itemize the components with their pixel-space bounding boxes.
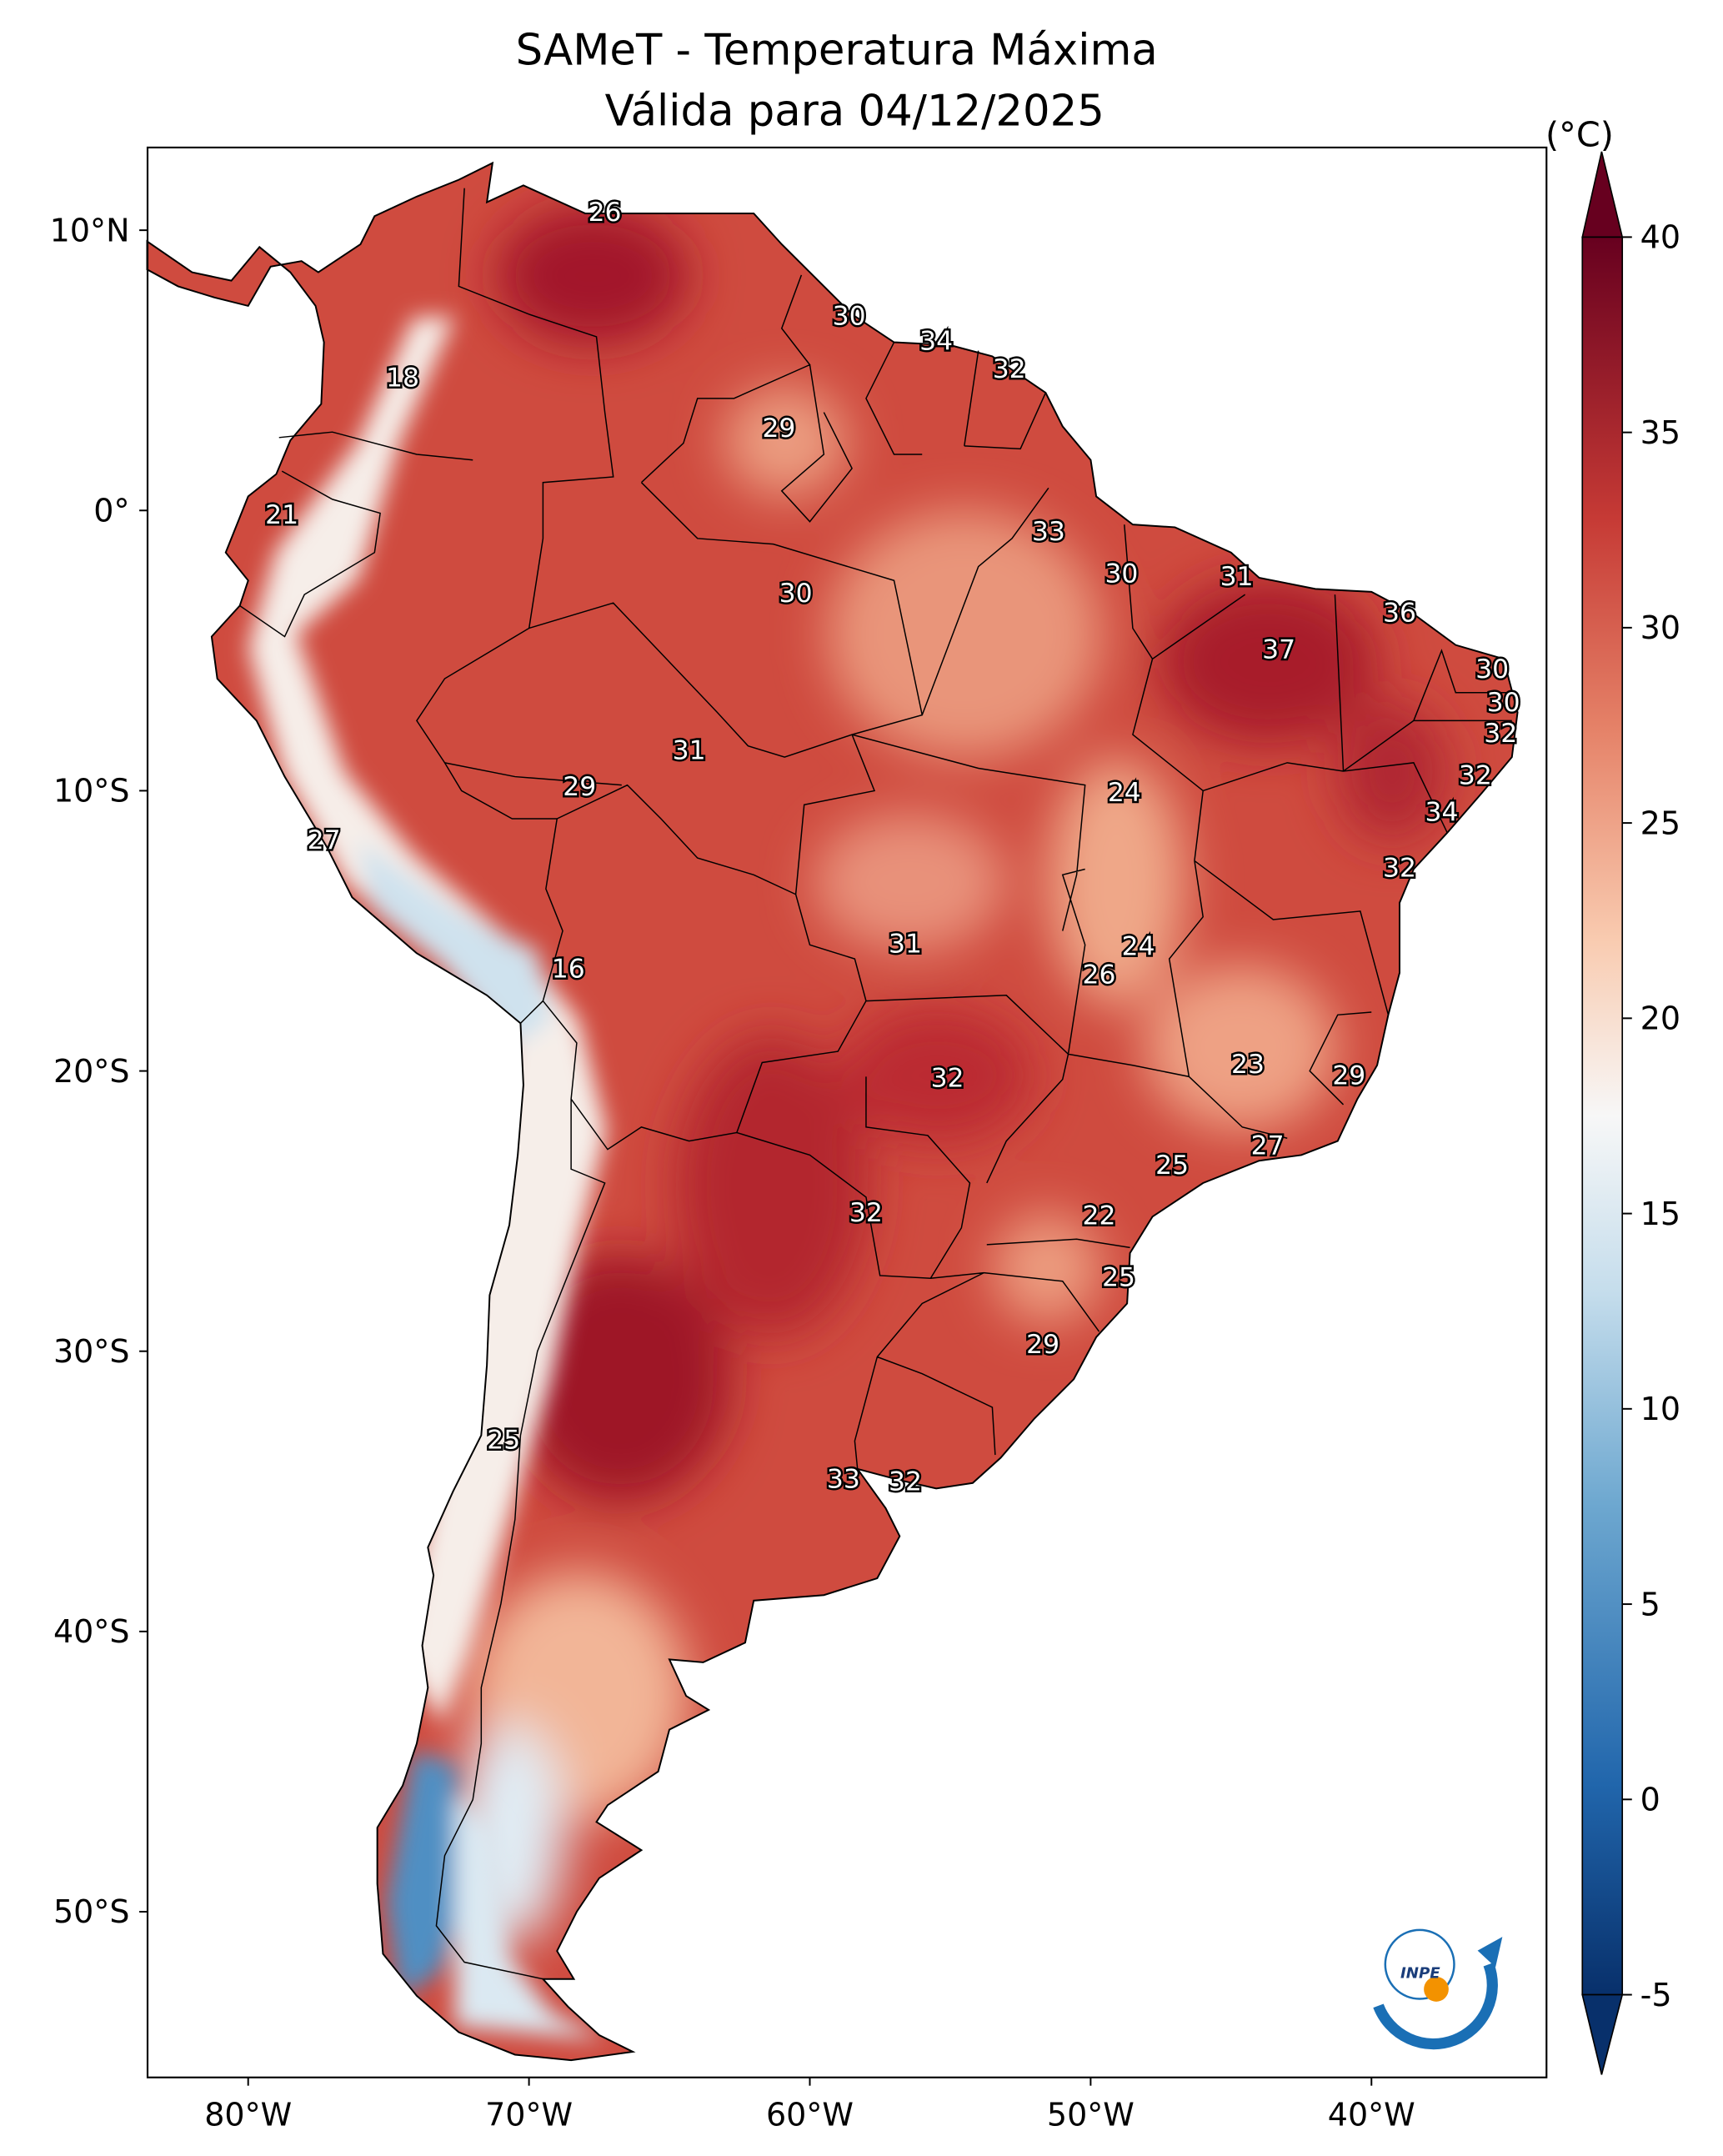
lon-tick-label: 50°W	[1047, 2097, 1134, 2133]
lat-tick-label: 20°S	[53, 1053, 130, 1090]
lat-tick-label: 30°S	[53, 1333, 130, 1370]
lat-tick-label: 0°	[93, 493, 129, 529]
lon-tick-label: 40°W	[1328, 2097, 1415, 2133]
axis-ticks: 80°W 70°W 60°W 50°W 40°W 10°N 0° 10°S 20°S 30°S 40…	[50, 212, 1415, 2133]
colorbar-tick-label: 10	[1640, 1391, 1680, 1427]
temperature-label: 32	[993, 354, 1026, 384]
temperature-label: 26	[589, 198, 622, 228]
temperature-label: 32	[889, 1467, 922, 1497]
temperature-label: 33	[1032, 517, 1065, 547]
temperature-label: 30	[779, 579, 813, 609]
lon-tick-label: 60°W	[766, 2097, 854, 2133]
lat-tick-label: 50°S	[53, 1893, 130, 1930]
lat-tick-label: 10°N	[50, 212, 130, 248]
lon-tick-label: 70°W	[485, 2097, 573, 2133]
temperature-label: 24	[1122, 932, 1155, 962]
temperature-label: 31	[1220, 562, 1254, 592]
temperature-label: 34	[1425, 797, 1459, 827]
title-line1: SAMeT - Temperatura Máxima	[516, 26, 1158, 76]
temperature-label: 27	[1251, 1131, 1285, 1161]
lat-tick-label: 40°S	[53, 1613, 130, 1650]
title-line2: Válida para 04/12/2025	[605, 86, 1104, 136]
lon-tick-label: 80°W	[204, 2097, 292, 2133]
colorbar-tick-label: -5	[1640, 1977, 1672, 2013]
temperature-label: 30	[833, 301, 866, 331]
temperature-label: 29	[1026, 1330, 1059, 1360]
temperature-label: 33	[827, 1464, 860, 1494]
temperature-label: 32	[849, 1198, 883, 1228]
temperature-label: 37	[1262, 634, 1295, 664]
temperature-label: 25	[487, 1425, 520, 1455]
temperature-label: 30	[1104, 559, 1138, 589]
temperature-label: 30	[1487, 688, 1520, 718]
temperature-label: 36	[1383, 599, 1416, 629]
temperature-label: 25	[1102, 1262, 1135, 1292]
colorbar: (°C) 40 35 30 25 20 15 10 5 0 -5	[1545, 114, 1680, 2075]
temperature-label: 25	[1155, 1151, 1189, 1181]
colorbar-tick-label: 5	[1640, 1586, 1660, 1622]
temperature-label: 29	[1332, 1060, 1365, 1091]
temperature-label: 32	[1484, 719, 1517, 749]
temperature-label: 29	[563, 772, 596, 802]
temperature-label: 34	[919, 327, 953, 357]
colorbar-tick-label: 20	[1640, 1000, 1680, 1037]
temperature-label: 29	[762, 414, 795, 444]
temperature-label: 27	[308, 825, 341, 855]
colorbar-tick-label: 15	[1640, 1196, 1680, 1232]
lat-tick-label: 10°S	[53, 773, 130, 810]
temperature-label: 30	[1475, 654, 1509, 684]
inpe-logo: INPE	[1373, 1928, 1503, 2050]
temperature-label: 32	[1459, 761, 1492, 791]
temperature-label: 31	[889, 929, 922, 959]
temperature-label: 18	[386, 363, 419, 393]
temperature-label: 26	[1083, 960, 1116, 990]
temperature-label: 32	[1383, 854, 1416, 884]
colorbar-tick-label: 35	[1640, 414, 1680, 451]
inpe-logo-text: INPE	[1400, 1965, 1440, 1983]
temperature-label: 32	[931, 1064, 964, 1094]
temperature-label: 24	[1108, 778, 1141, 808]
temperature-label: 22	[1083, 1201, 1116, 1231]
colorbar-unit: (°C)	[1545, 114, 1614, 154]
map-frame	[146, 146, 1548, 2078]
coastline	[146, 161, 1519, 2062]
temperature-label: 16	[552, 955, 585, 985]
temperature-label: 21	[265, 500, 298, 530]
colorbar-tick-label: 40	[1640, 219, 1680, 256]
temperature-label: 23	[1231, 1050, 1265, 1080]
colorbar-tick-label: 25	[1640, 805, 1680, 841]
colorbar-tick-label: 30	[1640, 609, 1680, 646]
colorbar-extend-max	[1581, 151, 1624, 238]
temperature-label: 31	[673, 735, 706, 765]
colorbar-extend-min	[1581, 1993, 1624, 2075]
colorbar-tick-label: 0	[1640, 1782, 1660, 1818]
political-borders	[239, 188, 1512, 1980]
